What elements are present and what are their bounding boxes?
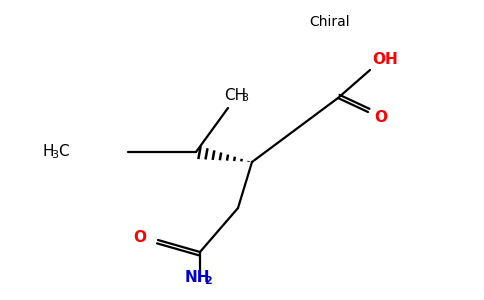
Text: O: O xyxy=(133,230,146,245)
Text: C: C xyxy=(58,145,69,160)
Text: OH: OH xyxy=(372,52,398,68)
Text: H: H xyxy=(42,145,54,160)
Text: CH: CH xyxy=(224,88,246,103)
Text: 3: 3 xyxy=(241,93,248,103)
Text: Chiral: Chiral xyxy=(310,15,350,29)
Text: 2: 2 xyxy=(204,276,212,286)
Text: NH: NH xyxy=(185,271,211,286)
Text: 3: 3 xyxy=(51,150,58,160)
Text: O: O xyxy=(374,110,387,125)
